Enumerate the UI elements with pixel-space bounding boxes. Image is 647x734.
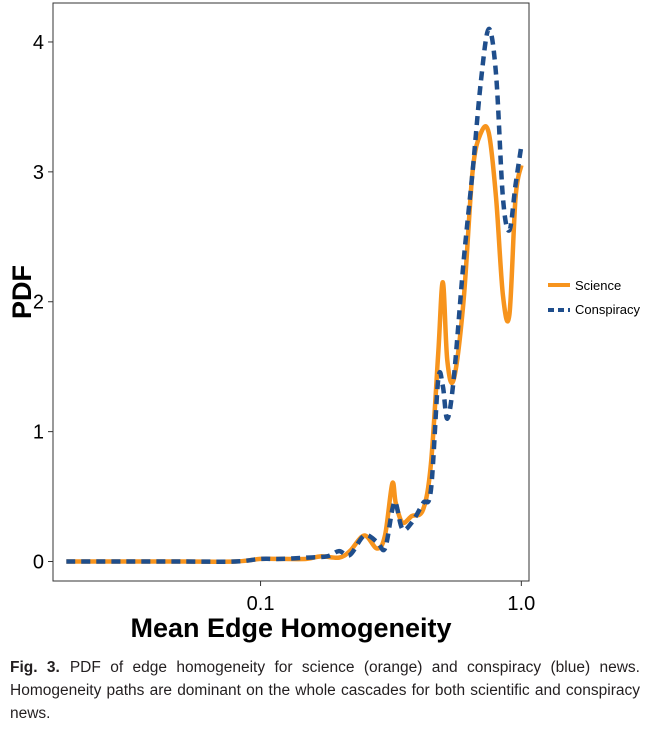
x-tick-label: 0.1 [247, 593, 275, 615]
y-axis-label: PDF [7, 265, 37, 319]
plot-panel [52, 2, 530, 582]
legend: Science Conspiracy [548, 278, 641, 317]
y-tick-label: 0 [33, 552, 44, 574]
y-tick-label: 4 [33, 32, 44, 54]
series-layer [66, 26, 524, 564]
legend-label-conspiracy: Conspiracy [575, 302, 641, 317]
series-line-conspiracy [66, 26, 524, 564]
caption-label: Fig. 3. [10, 659, 60, 676]
legend-label-science: Science [575, 278, 621, 293]
x-tick-label: 1.0 [507, 593, 535, 615]
y-axis: 0 1 2 3 4 [33, 32, 53, 574]
chart-figure: 0 1 2 3 4 0.1 1.0 Mean Edge Homogeneity PDF S… [7, 2, 641, 643]
y-tick-label: 1 [33, 422, 44, 444]
y-tick-label: 2 [33, 292, 44, 314]
figure-caption: Fig. 3. PDF of edge homogeneity for scien… [10, 656, 640, 725]
x-axis-label: Mean Edge Homogeneity [130, 613, 451, 643]
y-tick-label: 3 [33, 162, 44, 184]
caption-text: PDF of edge homogeneity for science (ora… [10, 659, 640, 722]
x-axis: 0.1 1.0 [247, 581, 535, 615]
